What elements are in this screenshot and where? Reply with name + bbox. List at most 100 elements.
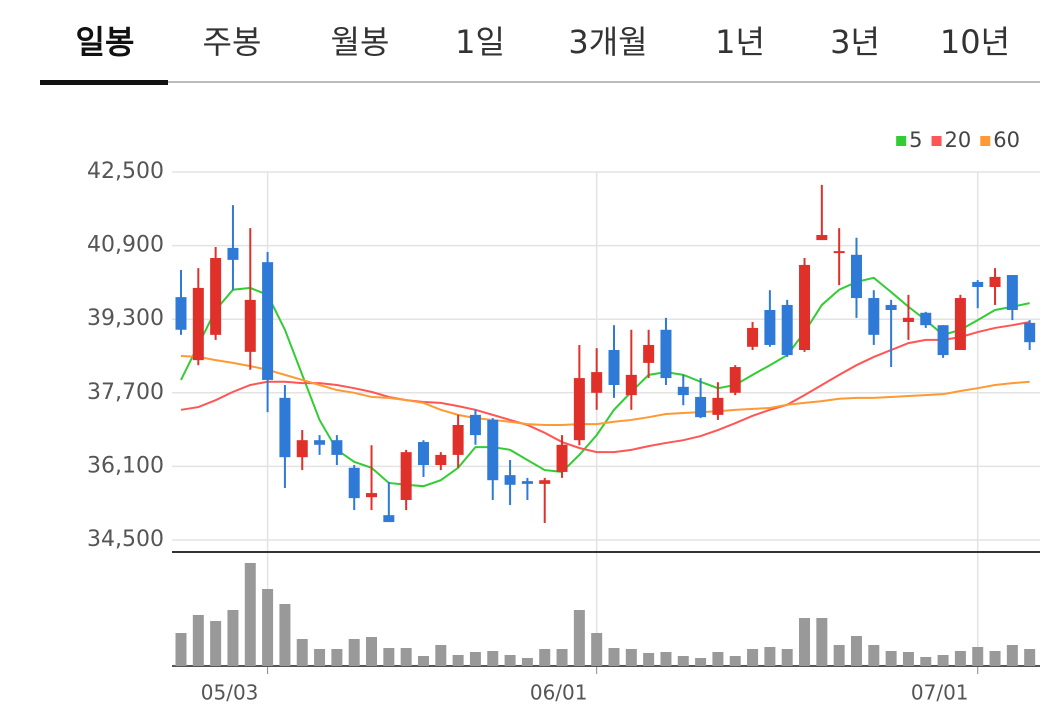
- candle-body: [937, 325, 949, 356]
- candle-body: [331, 440, 343, 455]
- volume-bar: [469, 652, 481, 666]
- volume-bar: [677, 656, 689, 666]
- volume-bar: [885, 651, 897, 666]
- candle-body: [469, 414, 481, 436]
- volume-bar: [989, 651, 1001, 666]
- candle-body: [175, 297, 187, 330]
- volume-bar: [920, 657, 932, 666]
- tab[interactable]: 10년: [940, 23, 1010, 61]
- volume-bar: [227, 610, 239, 666]
- candle-body: [348, 467, 360, 499]
- candle-body: [539, 480, 551, 484]
- volume-bar: [747, 649, 759, 666]
- volume-bar: [591, 633, 603, 666]
- candle-body: [833, 251, 845, 254]
- tab[interactable]: 3개월: [568, 23, 647, 61]
- volume-bar: [799, 618, 811, 666]
- candle-body: [1006, 275, 1018, 310]
- candle-body: [781, 304, 793, 356]
- candle-body: [643, 344, 655, 363]
- volume-bar: [314, 649, 326, 666]
- candle-body: [452, 425, 464, 455]
- legend-swatch: [896, 136, 907, 146]
- volume-bar: [729, 656, 741, 666]
- volume-bar: [608, 648, 620, 666]
- volume-bar: [521, 658, 533, 666]
- volume-bar: [400, 648, 412, 666]
- volume-bar: [937, 655, 949, 666]
- y-tick-label: 34,500: [87, 527, 164, 552]
- candle-body: [885, 304, 897, 310]
- volume-bar: [643, 653, 655, 666]
- volume-bar: [175, 633, 187, 666]
- tab[interactable]: 일봉: [76, 23, 135, 61]
- tab[interactable]: 주봉: [203, 23, 262, 61]
- y-tick-label: 42,500: [87, 159, 164, 184]
- tab[interactable]: 1일: [455, 23, 505, 61]
- legend-swatch: [931, 136, 942, 146]
- volume-bar: [781, 649, 793, 666]
- volume-bar: [954, 651, 966, 666]
- moving-average-line: [180, 355, 1030, 426]
- volume-bar: [262, 589, 274, 666]
- candle-body: [972, 281, 984, 287]
- volume-bar: [366, 637, 378, 666]
- candle-body: [902, 317, 914, 322]
- volume-bar: [764, 647, 776, 666]
- volume-bar: [816, 618, 828, 666]
- candle-body: [608, 350, 620, 385]
- candle-body: [210, 258, 222, 335]
- candle-body: [366, 493, 378, 498]
- candle-body: [1024, 322, 1036, 343]
- y-tick-label: 37,700: [87, 380, 164, 405]
- volume-bar: [868, 645, 880, 666]
- candle-body: [677, 386, 689, 396]
- volume-bar: [331, 649, 343, 666]
- tab[interactable]: 1년: [715, 23, 765, 61]
- candle-body: [262, 262, 274, 380]
- tab-underline: [40, 80, 168, 85]
- candle-body: [573, 378, 585, 441]
- candle-body: [192, 287, 204, 361]
- volume-bar: [712, 652, 724, 666]
- candle-body: [400, 452, 412, 500]
- y-tick-label: 40,900: [87, 233, 164, 258]
- y-tick-label: 39,300: [87, 306, 164, 331]
- volume-bar: [279, 604, 291, 666]
- legend-label: 20: [945, 128, 972, 152]
- volume-bar: [660, 652, 672, 666]
- tab[interactable]: 3년: [830, 23, 880, 61]
- candle-body: [816, 235, 828, 241]
- candle-body: [521, 481, 533, 484]
- candle-body: [383, 515, 395, 523]
- volume-bar: [833, 645, 845, 666]
- candle-body: [729, 367, 741, 393]
- candle-body: [279, 397, 291, 458]
- candle-body: [487, 419, 499, 481]
- candle-body: [920, 312, 932, 326]
- candle-body: [764, 310, 776, 345]
- volume-bar: [625, 649, 637, 666]
- candle-body: [989, 276, 1001, 287]
- candle-body: [314, 440, 326, 445]
- candle-body: [556, 444, 568, 472]
- legend-label: 5: [909, 128, 922, 152]
- candle-body: [660, 329, 672, 379]
- volume-bar: [972, 647, 984, 666]
- volume-bar: [1024, 649, 1036, 666]
- volume-bar: [435, 645, 447, 666]
- candle-body: [417, 442, 429, 466]
- volume-bar: [417, 656, 429, 666]
- volume-bar: [452, 655, 464, 666]
- legend-swatch: [980, 136, 991, 146]
- volume-bar: [1006, 645, 1018, 666]
- volume-bar: [539, 649, 551, 666]
- candle-body: [954, 298, 966, 351]
- volume-bar: [850, 636, 862, 666]
- candle-body: [695, 396, 707, 418]
- tab[interactable]: 월봉: [331, 23, 390, 61]
- volume-bar: [383, 648, 395, 666]
- volume-bar: [695, 658, 707, 666]
